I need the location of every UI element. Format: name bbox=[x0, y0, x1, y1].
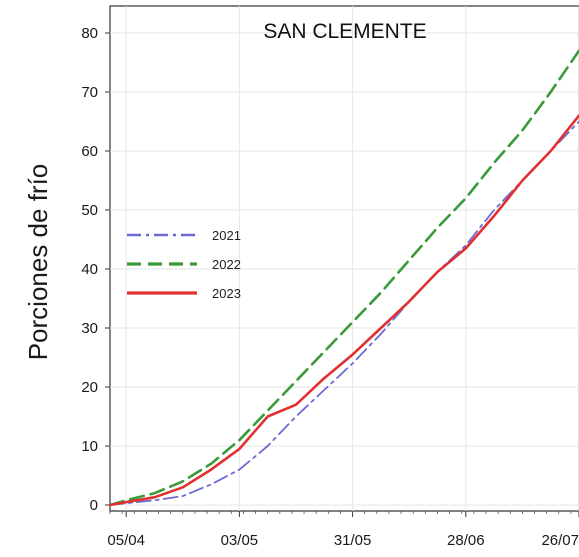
y-tick-label: 50 bbox=[81, 202, 98, 219]
y-tick-label: 60 bbox=[81, 143, 98, 160]
grid bbox=[110, 6, 579, 511]
legend-label-2021: 2021 bbox=[212, 228, 241, 243]
series-line-2021 bbox=[109, 120, 579, 506]
y-tick-label: 10 bbox=[81, 438, 98, 455]
y-tick-label: 40 bbox=[81, 261, 98, 278]
plot-area bbox=[109, 5, 579, 512]
y-tick-label: 20 bbox=[81, 379, 98, 396]
legend-label-2023: 2023 bbox=[212, 286, 241, 301]
legend: 2021 2022 2023 bbox=[127, 228, 241, 301]
y-tick-label: 80 bbox=[81, 25, 98, 42]
y-tick-label: 30 bbox=[81, 320, 98, 337]
series-line-2023 bbox=[108, 114, 579, 507]
y-axis-label: Porciones de frío bbox=[23, 164, 53, 361]
x-tick-label: 03/05 bbox=[221, 532, 259, 549]
x-axis: 05/04 03/05 31/05 28/06 26/07 bbox=[107, 511, 579, 549]
x-tick-label: 31/05 bbox=[334, 532, 372, 549]
y-tick-label: 70 bbox=[81, 84, 98, 101]
series-line-2022 bbox=[108, 49, 579, 507]
y-tick-label: 0 bbox=[90, 497, 98, 514]
chart-title: SAN CLEMENTE bbox=[263, 20, 426, 43]
x-tick-label: 05/04 bbox=[107, 532, 145, 549]
legend-label-2022: 2022 bbox=[212, 257, 241, 272]
x-tick-label: 26/07 bbox=[541, 532, 579, 549]
x-tick-label: 28/06 bbox=[447, 532, 485, 549]
y-axis: 0 10 20 30 40 50 60 70 80 bbox=[81, 25, 110, 514]
series-lines bbox=[108, 49, 579, 507]
